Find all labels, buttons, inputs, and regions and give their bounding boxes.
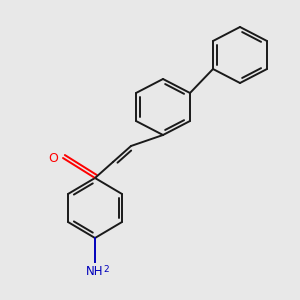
Text: 2: 2: [103, 265, 109, 274]
Text: O: O: [48, 152, 58, 164]
Text: NH: NH: [86, 265, 104, 278]
